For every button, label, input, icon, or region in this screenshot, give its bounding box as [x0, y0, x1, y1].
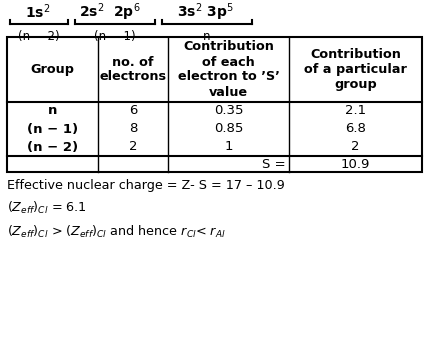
Bar: [7, 37, 422, 172]
Text: (n − 1): (n − 1): [94, 30, 136, 43]
Text: 1: 1: [224, 140, 233, 153]
Text: (n − 1): (n − 1): [27, 122, 78, 136]
Text: Contribution
of each
electron to ’S’
value: Contribution of each electron to ’S’ val…: [178, 40, 279, 99]
Text: n: n: [48, 105, 57, 118]
Text: S =: S =: [263, 157, 286, 170]
Text: 2s$^2$  2p$^6$: 2s$^2$ 2p$^6$: [79, 1, 141, 23]
Text: no. of
electrons: no. of electrons: [100, 56, 166, 83]
Text: 6.8: 6.8: [345, 122, 366, 136]
Text: 3s$^2$ 3p$^5$: 3s$^2$ 3p$^5$: [177, 1, 233, 23]
Text: 0.85: 0.85: [214, 122, 243, 136]
Text: Effective nuclear charge = Z- S = 17 – 10.9: Effective nuclear charge = Z- S = 17 – 1…: [7, 179, 285, 192]
Text: 2: 2: [129, 140, 137, 153]
Text: 2.1: 2.1: [345, 105, 366, 118]
Text: (n − 2): (n − 2): [18, 30, 60, 43]
Text: $(Z_{eff})_{Cl}$ = 6.1: $(Z_{eff})_{Cl}$ = 6.1: [7, 200, 87, 216]
Text: Group: Group: [30, 63, 75, 76]
Text: 10.9: 10.9: [341, 157, 370, 170]
Text: 1s$^2$: 1s$^2$: [25, 3, 51, 21]
Text: n: n: [203, 30, 211, 43]
Text: (n − 2): (n − 2): [27, 140, 78, 153]
Text: 2: 2: [351, 140, 360, 153]
Text: 6: 6: [129, 105, 137, 118]
Text: 8: 8: [129, 122, 137, 136]
Text: Contribution
of a particular
group: Contribution of a particular group: [304, 48, 407, 91]
Text: 0.35: 0.35: [214, 105, 243, 118]
Text: $(Z_{eff})_{Cl}$ > $(Z_{eff})_{Cl}$ and hence $r_{Cl}$< $r_{Al}$: $(Z_{eff})_{Cl}$ > $(Z_{eff})_{Cl}$ and …: [7, 224, 226, 240]
